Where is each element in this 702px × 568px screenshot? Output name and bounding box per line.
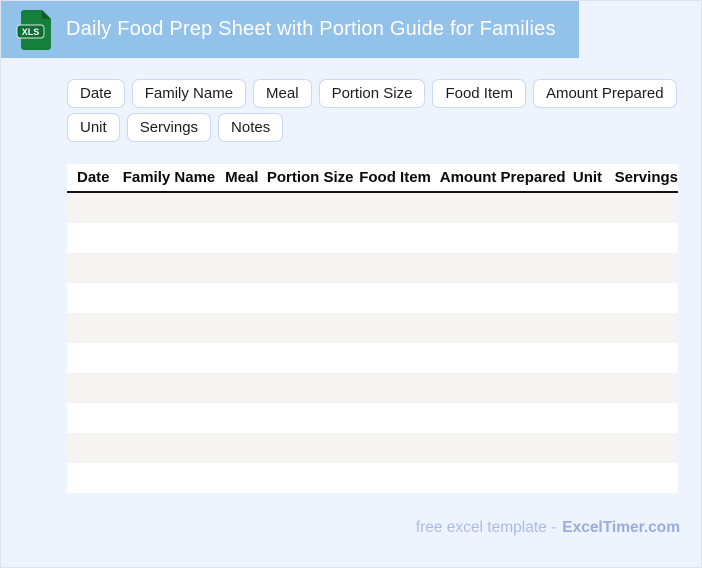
chip-food-item[interactable]: Food Item	[432, 79, 526, 108]
footer-brand-link[interactable]: ExcelTimer.com	[562, 519, 680, 536]
table-row	[67, 373, 678, 403]
table-body	[67, 193, 678, 493]
column-header-servings: Servings	[614, 169, 678, 186]
table-header-row: Date Family Name Meal Portion Size Food Item…	[67, 164, 678, 193]
chip-meal[interactable]: Meal	[253, 79, 312, 108]
column-chip-list: Date Family Name Meal Portion Size Food Item…	[67, 79, 679, 142]
chip-amount-prepared[interactable]: Amount Prepared	[532, 79, 677, 108]
column-header-meal: Meal	[225, 169, 259, 186]
chip-date[interactable]: Date	[67, 79, 125, 108]
column-header-family-name: Family Name	[122, 169, 216, 186]
column-header-amount-prepared: Amount Prepared	[439, 169, 566, 186]
xls-file-icon: XLS	[16, 9, 54, 51]
table-row	[67, 343, 678, 373]
table-row	[67, 463, 678, 493]
chip-servings[interactable]: Servings	[126, 113, 212, 142]
column-header-unit: Unit	[572, 169, 603, 186]
footer-credit: free excel template - ExcelTimer.com	[416, 515, 680, 541]
table-row	[67, 223, 678, 253]
table-row	[67, 193, 678, 223]
prep-sheet-table: Date Family Name Meal Portion Size Food Item…	[67, 164, 678, 493]
column-header-food-item: Food Item	[359, 169, 431, 186]
chip-unit[interactable]: Unit	[67, 113, 120, 142]
title-bar: XLS Daily Food Prep Sheet with Portion G…	[1, 1, 579, 58]
table-row	[67, 433, 678, 463]
column-header-date: Date	[77, 169, 110, 186]
column-header-portion-size: Portion Size	[266, 169, 354, 186]
xls-badge-text: XLS	[22, 27, 40, 37]
chip-notes[interactable]: Notes	[218, 113, 284, 142]
table-row	[67, 313, 678, 343]
chip-family-name[interactable]: Family Name	[131, 79, 247, 108]
chip-portion-size[interactable]: Portion Size	[318, 79, 426, 108]
table-row	[67, 253, 678, 283]
table-row	[67, 283, 678, 313]
table-row	[67, 403, 678, 433]
footer-text: free excel template -	[415, 519, 557, 536]
page-title: Daily Food Prep Sheet with Portion Guide…	[66, 18, 556, 40]
